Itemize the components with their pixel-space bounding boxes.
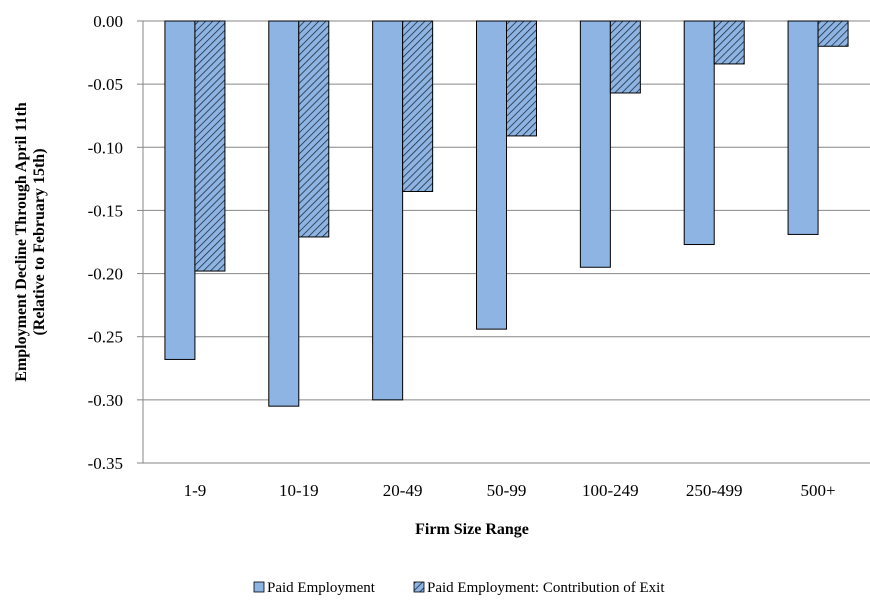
x-tick-label: 10-19 [279, 481, 319, 500]
x-axis-title: Firm Size Range [415, 521, 529, 538]
y-tick-label: -0.35 [88, 454, 123, 473]
legend-swatch-contribution-of-exit [413, 581, 425, 593]
bar-paid-employment-250-499 [683, 20, 715, 246]
axes [137, 20, 144, 464]
x-tick-label: 500+ [801, 481, 836, 500]
y-tick-label: -0.25 [88, 328, 123, 347]
legend: Paid Employment Paid Employment: Contrib… [253, 580, 665, 596]
bar-paid-employment-1-9 [164, 20, 196, 360]
y-tick-label: -0.15 [88, 201, 123, 220]
x-tick-label: 20-49 [383, 481, 423, 500]
bar-contribution-of-exit-50-99 [506, 20, 537, 137]
bar-paid-employment-100-249 [579, 20, 611, 268]
legend-label-paid-employment: Paid Employment [267, 580, 376, 596]
legend-swatch-paid-employment [253, 581, 265, 593]
bar-contribution-of-exit-10-19 [298, 20, 330, 238]
y-tick-label: -0.10 [88, 138, 123, 157]
y-tick-label: -0.05 [88, 75, 123, 94]
bar-contribution-of-exit-100-249 [609, 20, 641, 94]
bar-paid-employment-500+ [787, 20, 819, 235]
bar-contribution-of-exit-20-49 [402, 20, 434, 192]
y-tick-labels: 0.00 -0.05 -0.10 -0.15 -0.20 -0.25 -0.30 -0.35 [88, 12, 123, 473]
y-tick-label: -0.20 [88, 265, 123, 284]
bar-contribution-of-exit-500+ [817, 20, 849, 47]
x-tick-label: 250-499 [686, 481, 743, 500]
legend-label-contribution-of-exit: Paid Employment: Contribution of Exit [427, 580, 665, 596]
y-axis-title-line2: (Relative to February 15th) [31, 148, 48, 335]
bar-paid-employment-50-99 [476, 20, 507, 330]
y-tick-label: 0.00 [93, 12, 123, 31]
bar-contribution-of-exit-250-499 [713, 20, 745, 65]
x-tick-label: 100-249 [582, 481, 639, 500]
bar-contribution-of-exit-1-9 [194, 20, 226, 272]
y-tick-label: -0.30 [88, 391, 123, 410]
bars [164, 20, 849, 407]
y-axis-title-line1: Employment Decline Through April 11th [13, 102, 30, 382]
bar-paid-employment-20-49 [372, 20, 404, 401]
x-tick-label: 1-9 [184, 481, 207, 500]
bar-paid-employment-10-19 [268, 20, 300, 407]
x-tick-labels: 1-9 10-19 20-49 50-99 100-249 250-499 500+ [184, 481, 836, 500]
x-tick-label: 50-99 [487, 481, 527, 500]
